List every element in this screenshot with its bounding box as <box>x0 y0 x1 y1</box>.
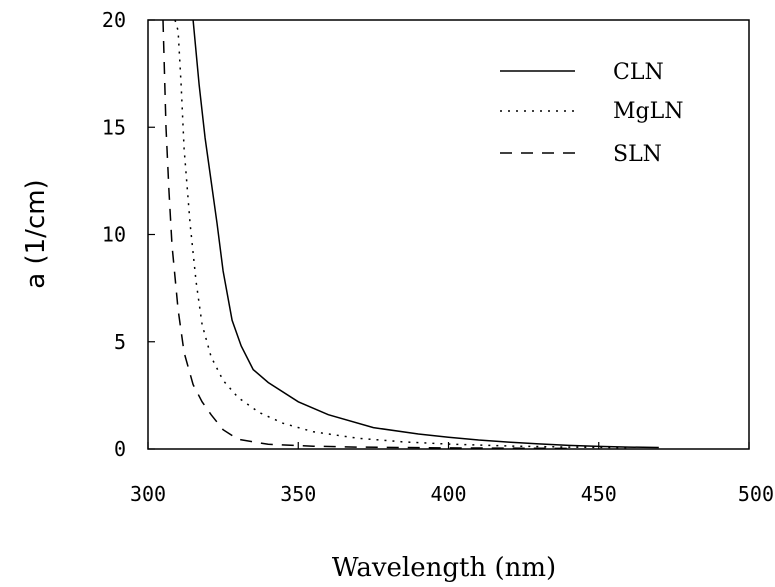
x-tick-label: 500 <box>738 482 774 506</box>
legend-label-cln: CLN <box>613 60 664 85</box>
y-tick-label: 20 <box>102 8 126 32</box>
series-line-cln <box>192 20 659 449</box>
x-tick-label: 450 <box>581 482 617 506</box>
series-line-mgln <box>174 20 629 449</box>
y-axis-ticks: 0 5 10 15 20 <box>102 8 155 461</box>
y-tick-label: 5 <box>114 330 126 354</box>
series-line-sln <box>162 20 569 449</box>
y-tick-label: 10 <box>102 223 126 247</box>
x-tick-label: 300 <box>130 482 166 506</box>
legend-label-mgln: MgLN <box>613 99 683 124</box>
y-axis-title: a (1/cm) <box>21 179 51 288</box>
series-lines <box>162 20 659 449</box>
legend-label-sln: SLN <box>613 142 662 167</box>
x-axis-ticks: 300 350 400 450 500 <box>130 442 774 506</box>
x-tick-label: 400 <box>430 482 466 506</box>
legend: CLN MgLN SLN <box>500 60 683 167</box>
y-tick-label: 15 <box>102 115 126 139</box>
y-tick-label: 0 <box>114 437 126 461</box>
x-tick-label: 350 <box>280 482 316 506</box>
x-axis-title: Wavelength (nm) <box>332 553 556 583</box>
